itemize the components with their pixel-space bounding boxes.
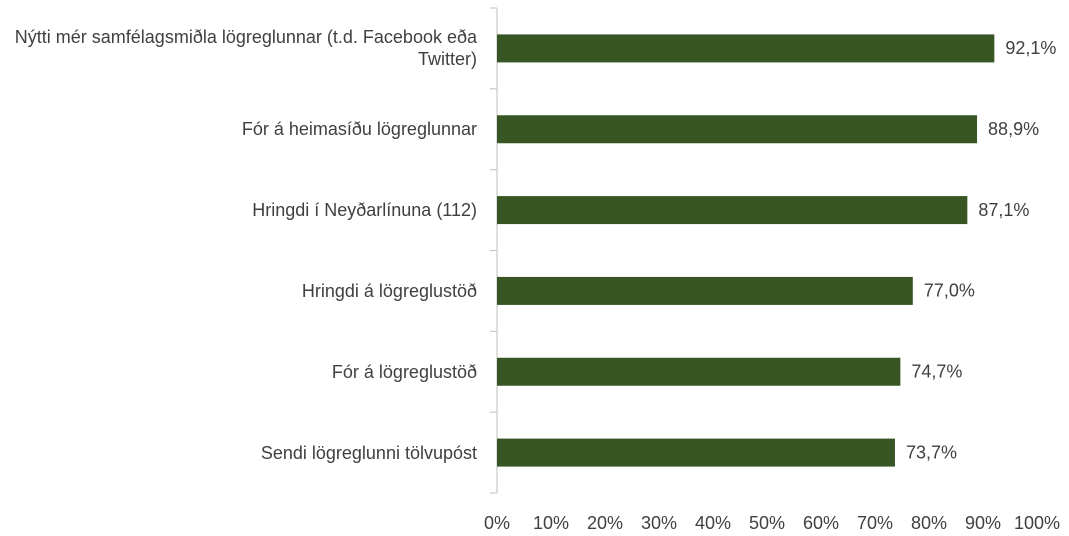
- data-label: 74,7%: [911, 362, 962, 382]
- x-tick-label: 50%: [749, 513, 785, 533]
- x-tick-label: 80%: [911, 513, 947, 533]
- bar: [497, 196, 968, 225]
- data-label: 92,1%: [1005, 38, 1056, 58]
- x-tick-label: 0%: [484, 513, 510, 533]
- x-tick-label: 20%: [587, 513, 623, 533]
- x-tick-label: 40%: [695, 513, 731, 533]
- x-tick-label: 100%: [1014, 513, 1060, 533]
- y-tick-label: Hringdi á lögreglustöð: [301, 280, 477, 301]
- y-tick-label: Nýtti mér samfélagsmiðla lögreglunnar (t…: [14, 27, 477, 70]
- bar: [497, 357, 901, 386]
- y-tick-label: Hringdi í Neyðarlínuna (112): [252, 200, 477, 221]
- data-label: 87,1%: [978, 200, 1029, 220]
- y-tick-label: Sendi lögreglunni tölvupóst: [260, 442, 477, 463]
- y-tick-label: Fór á lögreglustöð: [331, 361, 477, 382]
- data-label: 77,0%: [924, 281, 975, 301]
- data-label: 73,7%: [906, 442, 957, 462]
- x-tick-label: 60%: [803, 513, 839, 533]
- x-tick-label: 30%: [641, 513, 677, 533]
- bar: [497, 34, 995, 63]
- x-tick-label: 90%: [965, 513, 1001, 533]
- bar: [497, 276, 913, 305]
- bar: [497, 438, 895, 467]
- x-tick-label: 70%: [857, 513, 893, 533]
- bar: [497, 115, 978, 144]
- x-tick-label: 10%: [533, 513, 569, 533]
- y-tick-label: Fór á heimasíðu lögreglunnar: [241, 119, 477, 140]
- data-label: 88,9%: [988, 119, 1039, 139]
